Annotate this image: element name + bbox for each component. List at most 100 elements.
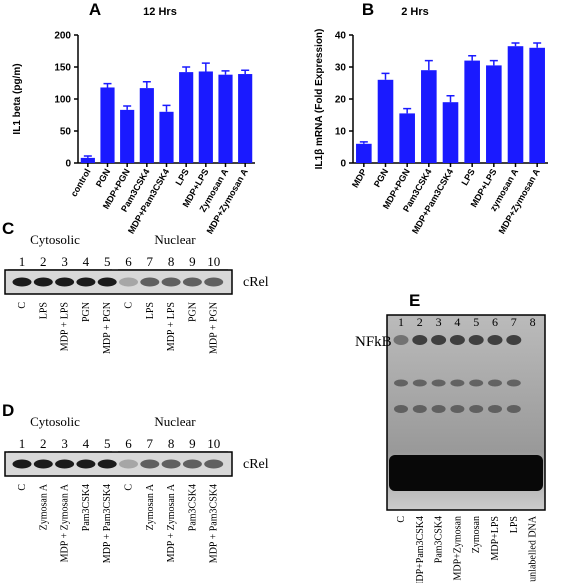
x-tick-label: LPS <box>459 167 476 187</box>
band <box>487 335 503 345</box>
free-probe <box>389 455 543 491</box>
lane-label: MDP + Zymosan A <box>166 483 177 562</box>
error-bar <box>511 42 520 47</box>
panel-letter: A <box>89 0 101 19</box>
band <box>76 459 96 469</box>
band <box>450 405 465 413</box>
lane-number: 1 <box>19 436 26 451</box>
bar <box>120 109 135 163</box>
lane-label: MDP + LPS <box>166 302 177 351</box>
bar <box>100 87 115 163</box>
lane-label: LPS <box>38 302 49 319</box>
band <box>431 335 447 345</box>
group-label: Nuclear <box>154 414 196 429</box>
band <box>488 379 502 387</box>
lane-label: C <box>124 484 135 491</box>
lane-number: 8 <box>530 315 536 329</box>
panel-letter: D <box>2 401 14 420</box>
lane-label: MDP + PGN <box>102 302 113 354</box>
lane-number: 8 <box>168 436 175 451</box>
lane-label: C <box>17 484 28 491</box>
bar <box>139 88 154 163</box>
band <box>33 459 53 469</box>
error-bar <box>83 155 92 158</box>
lane-label: MDP + Pam3CSK4 <box>209 484 220 563</box>
band <box>469 379 484 387</box>
error-bar <box>123 105 132 110</box>
band <box>161 277 181 287</box>
band <box>431 405 446 413</box>
band <box>431 379 446 387</box>
band <box>394 405 408 413</box>
lane-number: 6 <box>125 254 132 269</box>
lane-label: MDP + Pam3CSK4 <box>102 484 113 563</box>
lane-label: MDP+Pam3CSK4 <box>415 516 426 583</box>
lane-label: LPS <box>509 516 520 533</box>
lane-label: MDP+Zymosan <box>452 516 463 581</box>
y-tick-label: 50 <box>60 127 72 138</box>
band <box>204 277 224 287</box>
lane-number: 1 <box>19 254 26 269</box>
y-axis-label: IL1 beta (pg/m) <box>12 63 23 134</box>
band <box>140 277 160 287</box>
lane-label: Zymosan A <box>145 483 156 530</box>
bar <box>218 74 233 163</box>
band <box>161 459 181 469</box>
lane-number: 7 <box>147 436 154 451</box>
band <box>182 459 202 469</box>
lane-number: 5 <box>104 436 111 451</box>
band <box>97 459 117 469</box>
error-bar <box>468 55 477 61</box>
lane-label: Pam3CSK4 <box>187 484 198 531</box>
lane-label: PGN <box>187 302 198 322</box>
group-label: Nuclear <box>154 232 196 247</box>
group-label: Cytosolic <box>30 232 80 247</box>
group-label: Cytosolic <box>30 414 80 429</box>
lane-number: 4 <box>454 315 460 329</box>
band <box>33 277 53 287</box>
y-tick-label: 30 <box>335 63 347 74</box>
band <box>119 459 138 469</box>
bar <box>442 102 459 163</box>
x-tick-label: PGN <box>372 167 390 189</box>
band <box>55 459 75 469</box>
lane-label: MDP+LPS <box>490 516 501 561</box>
band <box>55 277 75 287</box>
lane-number: 4 <box>83 254 90 269</box>
lane-label: C <box>17 302 28 309</box>
band <box>12 277 32 287</box>
bar <box>464 60 480 163</box>
bar <box>198 71 213 163</box>
chart-title: 12 Hrs <box>143 6 177 18</box>
band <box>140 459 160 469</box>
lane-number: 3 <box>61 436 68 451</box>
band-label: cRel <box>243 275 269 290</box>
lane-label: MDP + PGN <box>209 302 220 354</box>
error-bar <box>241 69 250 75</box>
x-tick-label: control <box>69 167 93 198</box>
lane-number: 7 <box>511 315 517 329</box>
band <box>12 459 32 469</box>
lane-number: 6 <box>492 315 498 329</box>
error-bar <box>142 80 151 89</box>
lane-number: 1 <box>398 315 404 329</box>
lane-label: LPS <box>145 302 156 319</box>
band <box>394 379 408 387</box>
lane-number: 3 <box>61 254 68 269</box>
band <box>468 335 484 345</box>
lane-number: 5 <box>104 254 111 269</box>
band <box>412 335 428 345</box>
lane-number: 9 <box>189 436 196 451</box>
lane-number: 6 <box>125 436 132 451</box>
lane-number: 2 <box>417 315 423 329</box>
bar <box>486 65 502 163</box>
bar <box>356 143 372 163</box>
bar <box>377 79 394 163</box>
bar <box>399 113 415 163</box>
lane-number: 2 <box>40 254 47 269</box>
lane-number: 5 <box>473 315 479 329</box>
band <box>506 405 521 413</box>
y-tick-label: 100 <box>54 95 71 106</box>
lane-number: 9 <box>189 254 196 269</box>
